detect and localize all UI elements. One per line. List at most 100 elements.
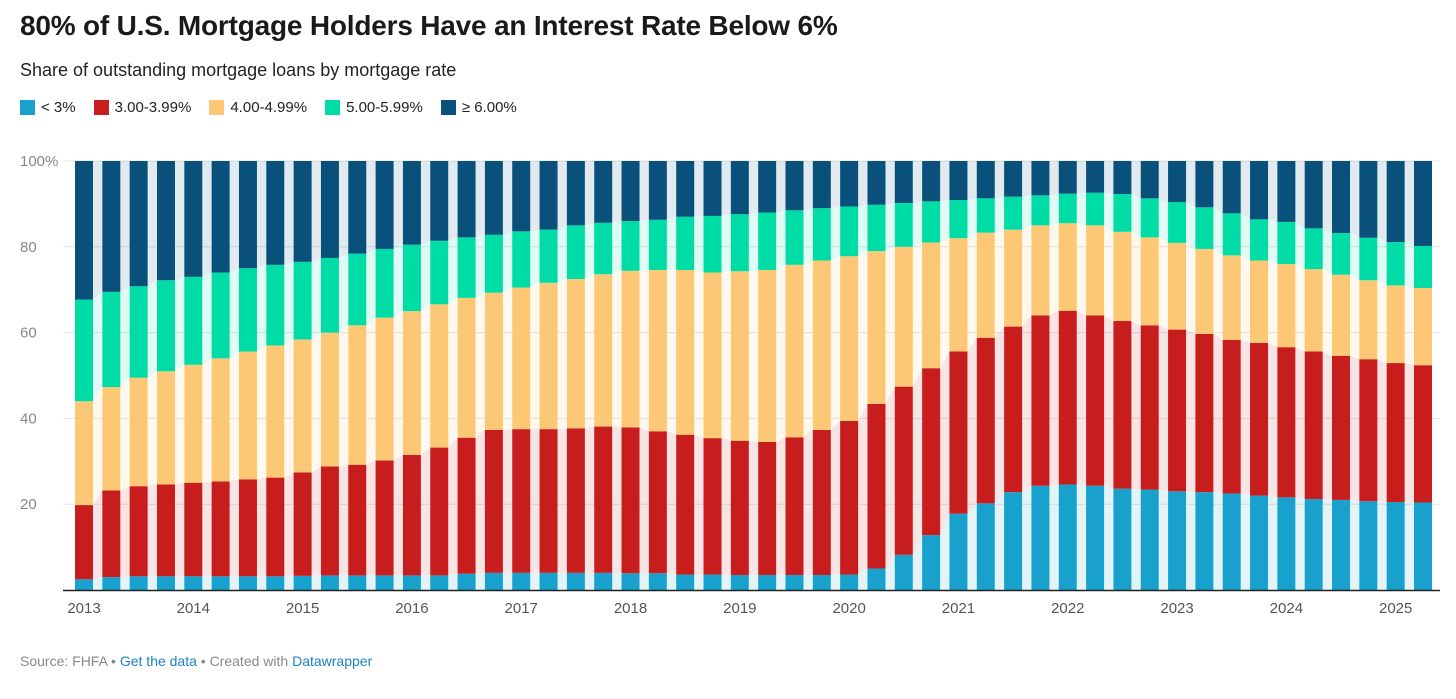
legend-swatch [20, 100, 35, 115]
bar-segment [129, 286, 148, 378]
bar-segment [1004, 229, 1023, 327]
legend-swatch [93, 100, 109, 115]
bar-segment [840, 206, 859, 257]
connector-area [1295, 221, 1305, 270]
legend-label: 5.00-5.99% [346, 99, 423, 116]
bar-segment [1222, 493, 1241, 590]
connector-area [1104, 161, 1114, 195]
connector-area [557, 278, 567, 430]
bar-segment [566, 428, 585, 573]
connector-area [694, 215, 704, 273]
bar-segment [1359, 161, 1378, 238]
bar-segment [539, 429, 558, 573]
bar-segment [1304, 351, 1323, 500]
connector-area [420, 240, 431, 312]
bar-segment [402, 575, 421, 590]
bar-segment [457, 237, 476, 298]
bar-segment [102, 161, 121, 292]
datawrapper-link[interactable]: Datawrapper [292, 653, 373, 669]
bar-segment [512, 161, 531, 232]
bar-segment [375, 575, 394, 590]
bar-segment [293, 339, 312, 473]
bar-segment [758, 269, 777, 442]
connector-area [1268, 495, 1278, 590]
connector-area [694, 161, 704, 217]
bar-segment [566, 278, 585, 429]
connector-area [803, 208, 813, 265]
bar-segment [1031, 485, 1050, 590]
bar-segment [867, 251, 886, 404]
connector-area [1295, 263, 1305, 352]
connector-area [994, 326, 1005, 504]
x-tick-label: 2025 [1379, 600, 1412, 617]
source-text: Source: FHFA [20, 653, 108, 669]
connector-area [803, 161, 813, 211]
bar-segment [1168, 491, 1187, 590]
connector-area [229, 161, 239, 273]
connector-area [1295, 497, 1305, 590]
connector-area [803, 260, 813, 438]
connector-area [1240, 255, 1251, 343]
bar-segment [648, 573, 667, 590]
bar-segment [102, 577, 121, 590]
bar-segment [976, 161, 995, 199]
legend-swatch [209, 100, 225, 115]
bar-segment [676, 216, 695, 270]
bar-segment [1359, 237, 1378, 281]
bar-segment [1332, 355, 1351, 500]
bar-segment [1386, 242, 1405, 286]
bar-segment [976, 337, 995, 504]
connector-area [694, 269, 704, 439]
bar-segment [156, 280, 175, 372]
bar-segment [812, 429, 831, 575]
connector-area [776, 161, 786, 213]
connector-area [721, 271, 731, 441]
connector-area [311, 466, 321, 576]
connector-area [1049, 310, 1059, 486]
stacked-bar-chart: 100% 80 60 40 20 2013 2014 2015 2016 2017 2018 2019… [20, 153, 1440, 617]
connector-area [994, 492, 1005, 590]
bar-segment [320, 257, 339, 333]
legend-item: ≥ 6.00% [440, 99, 517, 116]
connector-area [338, 253, 349, 333]
connector-area [1350, 233, 1360, 281]
get-the-data-link[interactable]: Get the data [119, 653, 197, 669]
bar-segment [785, 264, 804, 438]
bar-segment [594, 161, 613, 223]
connector-area [502, 429, 513, 573]
connector-area [1213, 161, 1223, 214]
connector-area [1268, 342, 1278, 498]
connector-area [803, 429, 813, 575]
connector-area [420, 575, 431, 590]
bar-segment [211, 161, 230, 273]
connector-area [1377, 237, 1387, 286]
bar-segment [676, 574, 695, 590]
connector-area [666, 269, 677, 435]
connector-area [557, 572, 567, 590]
bar-segment [1304, 499, 1323, 590]
connector-area [1213, 333, 1223, 494]
bar-segment [840, 161, 859, 207]
bar-segment [1304, 269, 1323, 352]
bar-segment [785, 161, 804, 211]
connector-area [639, 573, 649, 590]
connector-area [639, 161, 649, 222]
bar-segment [348, 464, 367, 576]
connector-area [366, 575, 376, 590]
connector-area [174, 276, 185, 372]
bar-segment [1250, 260, 1269, 343]
bar-segment [430, 447, 449, 576]
bar-segment [156, 161, 175, 281]
bar-segment [156, 484, 175, 577]
bar-segment [1086, 161, 1105, 193]
connector-area [776, 574, 786, 590]
connector-area [721, 214, 731, 273]
connector-area [229, 479, 239, 577]
bar-segment [1004, 196, 1023, 230]
bar-segment [1277, 263, 1296, 348]
connector-area [448, 437, 458, 576]
bar-segment [238, 351, 257, 480]
bar-segment [457, 161, 476, 238]
bar-segment [566, 225, 585, 279]
x-tick-label: 2022 [1051, 600, 1084, 617]
